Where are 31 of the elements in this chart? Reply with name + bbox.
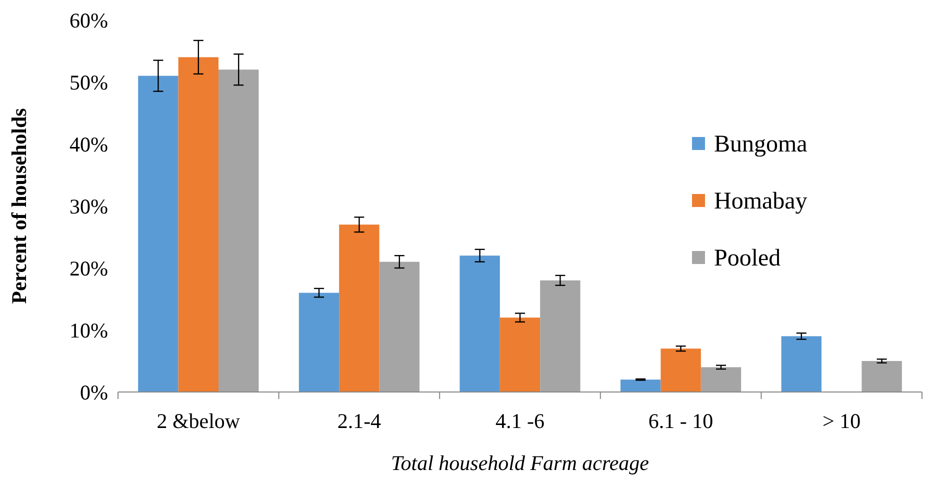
x-tick-label: 2 &below bbox=[156, 409, 241, 433]
y-tick-label: 50% bbox=[70, 70, 108, 94]
y-axis-title: Percent of households bbox=[7, 108, 31, 304]
legend-label: Bungoma bbox=[714, 131, 808, 158]
bar bbox=[540, 280, 580, 392]
bar bbox=[178, 57, 218, 392]
bar bbox=[700, 367, 742, 392]
legend-label: Pooled bbox=[714, 245, 781, 272]
bar bbox=[660, 348, 701, 392]
bar bbox=[460, 256, 500, 392]
y-tick-label: 10% bbox=[70, 318, 108, 342]
bar bbox=[138, 76, 178, 392]
bar bbox=[500, 318, 540, 392]
y-tick-label: 60% bbox=[70, 8, 108, 32]
y-tick-label: 0% bbox=[80, 380, 108, 404]
x-tick-label: 6.1 - 10 bbox=[648, 409, 714, 433]
bar bbox=[218, 70, 259, 392]
y-tick-label: 20% bbox=[70, 256, 108, 280]
x-tick-label: 4.1 -6 bbox=[496, 409, 544, 433]
bar bbox=[781, 336, 822, 392]
bar bbox=[379, 262, 420, 392]
x-tick-label: 2.1-4 bbox=[337, 409, 382, 433]
y-tick-label: 40% bbox=[70, 132, 108, 156]
legend-label: Homabay bbox=[714, 188, 808, 214]
bar bbox=[339, 224, 380, 392]
bar bbox=[620, 380, 661, 392]
bar bbox=[862, 361, 902, 392]
x-axis-title: Total household Farm acreage bbox=[390, 451, 650, 475]
bar bbox=[298, 292, 340, 392]
y-tick-label: 30% bbox=[70, 194, 108, 218]
x-tick-label: > 10 bbox=[822, 409, 861, 433]
